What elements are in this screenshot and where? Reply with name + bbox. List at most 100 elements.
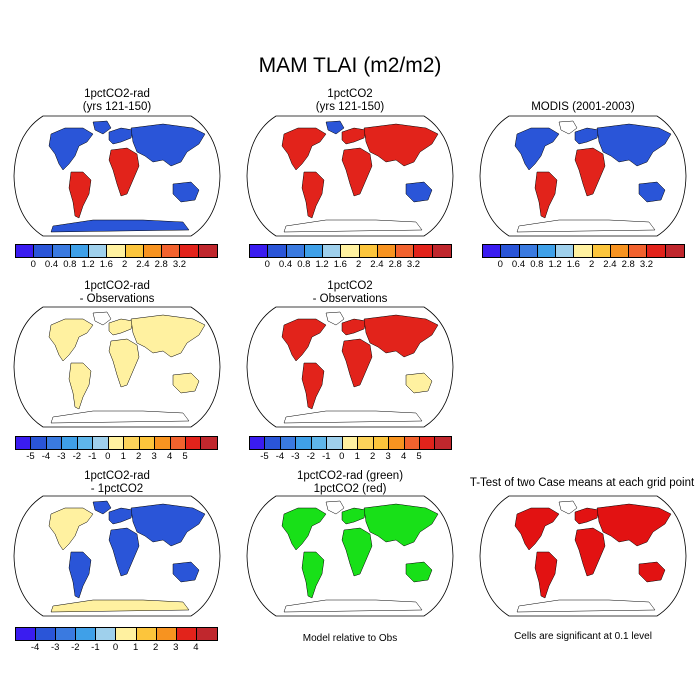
continent-africa	[341, 527, 373, 577]
map-green-red-comparison	[246, 495, 454, 617]
continent-southAmerica	[301, 171, 325, 219]
colorbar-swatch	[116, 628, 137, 640]
colorbar-tick-label: 1	[120, 451, 126, 462]
continent-northAmerica	[514, 127, 560, 171]
panel-3-title-line1: MODIS (2001-2003)	[531, 101, 635, 113]
continent-antarctica	[50, 410, 190, 424]
colorbar-tick-label: -1	[91, 642, 100, 653]
continent-asia	[130, 503, 206, 547]
continent-antarctica	[283, 410, 423, 424]
colorbar-swatch	[610, 245, 630, 257]
colorbar-swatch	[286, 245, 305, 257]
colorbar-swatch	[125, 245, 144, 257]
colorbar-swatch	[250, 437, 266, 449]
continent-antarctica	[50, 219, 190, 233]
continent-greenland	[558, 120, 578, 135]
colorbar-tick-label: 2.4	[370, 259, 384, 270]
continent-asia	[130, 123, 206, 167]
continent-africa	[341, 338, 373, 388]
continent-antarctica	[50, 599, 190, 613]
colorbar-swatch	[136, 628, 157, 640]
note-significance-level: Cells are significant at 0.1 level	[514, 631, 652, 642]
continent-australia	[172, 372, 200, 394]
colorbar-swatch	[396, 245, 415, 257]
continent-southAmerica	[68, 362, 92, 410]
continent-southAmerica	[68, 551, 92, 599]
colorbar-swatch	[359, 245, 378, 257]
colorbar-tick-label: 1.6	[566, 259, 580, 270]
colorbar-swatch	[185, 437, 202, 449]
colorbar-swatch	[124, 437, 140, 449]
colorbar-swatch	[16, 628, 37, 640]
colorbar-swatch	[327, 437, 343, 449]
colorbar-tick-label: 4	[166, 451, 173, 462]
colorbar-tick-label: -3	[50, 642, 60, 653]
continent-greenland	[92, 311, 112, 326]
continent-greenland	[558, 500, 578, 515]
continent-southAmerica	[301, 551, 325, 599]
colorbar-swatch	[16, 245, 35, 257]
colorbar-tick-label: 3	[385, 451, 391, 462]
colorbar-tick-label: -1	[322, 451, 331, 462]
colorbar-tick-label: 1.2	[548, 259, 562, 270]
colorbar-tick-label: 0	[264, 259, 270, 270]
colorbar-ticks-row2-panel4: -5 -4 -3 -2 -1 0 1 2 3 4 5	[15, 451, 216, 463]
colorbar-swatch	[89, 245, 108, 257]
continent-africa	[341, 147, 373, 197]
colorbar-swatch	[70, 245, 90, 257]
continent-greenland	[92, 120, 112, 135]
continent-europe	[108, 318, 134, 336]
continent-antarctica	[516, 219, 656, 233]
colorbar-swatch	[311, 437, 328, 449]
colorbar-ticks-row1-panel1: 0 0.4 0.8 1.2 1.6 2 2.4 2.8 3.2	[15, 259, 216, 271]
colorbar-swatch	[93, 437, 109, 449]
colorbar-swatch	[389, 437, 405, 449]
colorbar-row1-panel3	[482, 244, 685, 258]
colorbar-swatch	[419, 437, 436, 449]
colorbar-swatch	[34, 245, 53, 257]
continent-europe	[341, 127, 367, 145]
continent-antarctica	[516, 599, 656, 613]
colorbar-swatch	[268, 245, 287, 257]
colorbar-tick-label: -3	[57, 451, 66, 462]
continent-antarctica	[283, 219, 423, 233]
continent-africa	[108, 338, 140, 388]
panel-7-title-line1: 1pctCO2-rad	[84, 470, 150, 482]
continent-northAmerica	[48, 318, 94, 362]
colorbar-tick-label: -4	[275, 451, 285, 462]
continent-asia	[596, 503, 672, 547]
colorbar-swatch	[96, 628, 117, 640]
colorbar-tick-label: -4	[30, 642, 40, 653]
colorbar-tick-label: -3	[291, 451, 300, 462]
colorbar-swatch	[156, 628, 177, 640]
colorbar-swatch	[537, 245, 557, 257]
colorbar-tick-label: -2	[72, 451, 82, 462]
continent-africa	[108, 527, 140, 577]
colorbar-swatch	[16, 437, 32, 449]
colorbar-tick-label: 2	[121, 259, 128, 270]
colorbar-swatch	[647, 245, 666, 257]
continent-antarctica	[283, 599, 423, 613]
continent-europe	[341, 318, 367, 336]
colorbar-tick-label: 1.2	[81, 259, 95, 270]
panel-3-title: MODIS (2001-2003)	[466, 101, 700, 114]
colorbar-tick-label: 3.2	[639, 259, 654, 270]
continent-asia	[363, 503, 439, 547]
panel-2-title: 1pctCO2 (yrs 121-150)	[233, 88, 467, 114]
continent-greenland	[92, 500, 112, 515]
colorbar-tick-label: 0.4	[511, 259, 526, 270]
colorbar-swatch	[108, 437, 125, 449]
colorbar-swatch	[665, 245, 684, 257]
colorbar-swatch	[139, 437, 156, 449]
colorbar-tick-label: 2.8	[621, 259, 635, 270]
continent-australia	[405, 181, 433, 203]
panel-5-title-line2: - Observations	[312, 293, 388, 305]
colorbar-ticks-row2-panel5: -5 -4 -3 -2 -1 0 1 2 3 4 5	[249, 451, 450, 463]
colorbar-swatch	[155, 437, 171, 449]
colorbar-swatch	[483, 245, 502, 257]
continent-northAmerica	[514, 507, 560, 551]
colorbar-tick-label: -1	[88, 451, 97, 462]
colorbar-tick-label: 1	[132, 642, 139, 653]
colorbar-ticks-row1-panel3: 0 0.4 0.8 1.2 1.6 2 2.4 2.8 3.2	[482, 259, 683, 271]
colorbar-swatch	[162, 245, 181, 257]
